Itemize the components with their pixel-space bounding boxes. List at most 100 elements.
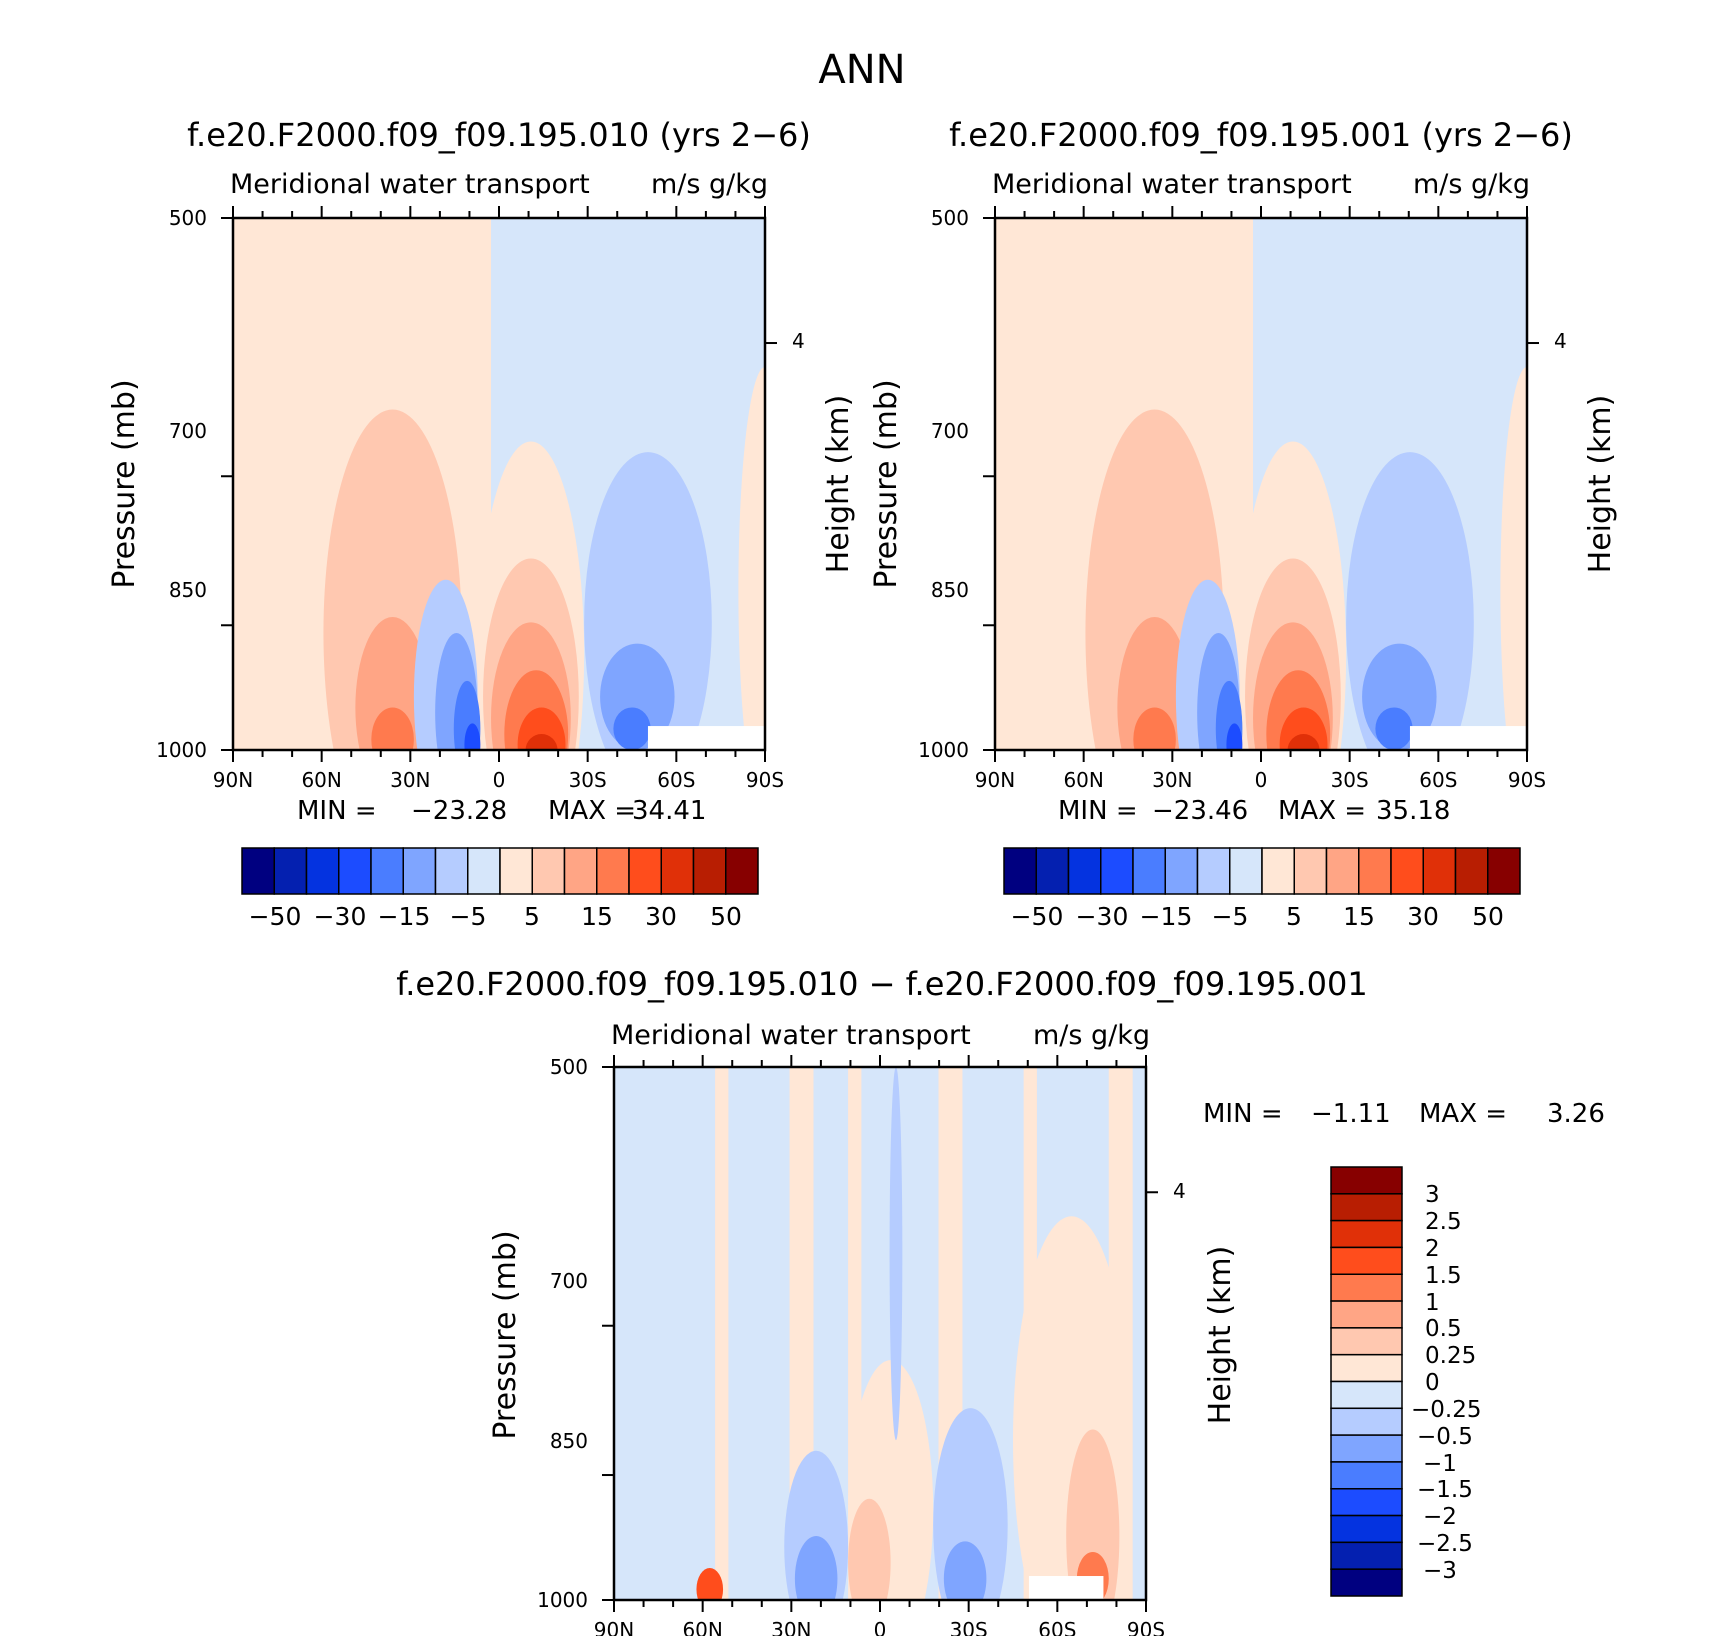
colorbar-swatch	[1067, 847, 1102, 895]
y-axis-label-right: Pressure (mb)	[869, 379, 904, 588]
x-tick-label: 60N	[682, 1618, 722, 1636]
missing-data	[1028, 1576, 1104, 1600]
colorbar-swatch	[1422, 847, 1457, 895]
min-value-left: −23.28	[411, 796, 507, 826]
colorbar-swatch	[1261, 847, 1295, 895]
panel-left-title: f.e20.F2000.f09_f09.195.010 (yrs 2−6)	[187, 116, 811, 154]
x-tick-label: 0	[1255, 768, 1268, 792]
colorbar-label: −1	[1423, 1451, 1457, 1477]
panel-right: f.e20.F2000.f09_f09.195.001 (yrs 2−6) Me…	[869, 116, 1618, 931]
colorbar-label: 15	[581, 902, 613, 931]
min-label-right: MIN =	[1058, 796, 1138, 826]
colorbar-label: 0.5	[1425, 1316, 1462, 1342]
colorbar-swatch	[531, 847, 566, 895]
colorbar-label: −2.5	[1417, 1531, 1473, 1557]
colorbar-swatch	[1003, 847, 1037, 895]
max-label-diff: MAX =	[1419, 1099, 1507, 1129]
colorbar-label: −50	[1011, 902, 1064, 931]
colorbar-swatch	[1487, 847, 1521, 895]
colorbar-swatch	[1229, 847, 1263, 895]
x-tick-label: 30S	[1331, 768, 1369, 792]
colorbar-swatch	[1390, 847, 1424, 895]
colorbar-label: 15	[1343, 902, 1375, 931]
panel-diff-units: m/s g/kg	[1033, 1020, 1150, 1051]
colorbar-swatch	[1454, 847, 1489, 895]
contour-field-right	[995, 218, 1527, 750]
colorbar-swatch	[1132, 847, 1166, 895]
colorbar-swatch	[305, 847, 340, 895]
colorbar-label: −5	[450, 902, 487, 931]
y-right-tick-label: 4	[1173, 1179, 1186, 1203]
y-right-tick-label: 4	[1554, 329, 1567, 353]
min-value-diff: −1.11	[1311, 1099, 1391, 1129]
contour-fill	[355, 617, 430, 750]
x-tick-label: 30N	[390, 768, 430, 792]
colorbar-swatch	[241, 847, 275, 895]
colorbar-swatch	[1330, 1273, 1403, 1302]
colorbar-label: 30	[1407, 902, 1439, 931]
colorbar-label: 30	[645, 902, 677, 931]
contour-fill	[1375, 707, 1413, 750]
contour-fill	[613, 707, 651, 750]
y-right-axis-label-right: Height (km)	[1583, 395, 1618, 574]
x-tick-label: 90N	[975, 768, 1015, 792]
colorbar-diff	[1330, 1166, 1403, 1597]
colorbar-swatch	[1330, 1514, 1403, 1544]
colorbar-swatch	[692, 847, 727, 895]
contour-fill	[1500, 367, 1527, 750]
y-tick-label: 700	[931, 419, 969, 443]
contour-fill	[1117, 617, 1192, 750]
x-tick-label: 30N	[1152, 768, 1192, 792]
colorbar-label: −30	[314, 902, 367, 931]
missing-data	[1409, 726, 1527, 750]
max-value-left: 34.41	[632, 796, 706, 826]
contour-fill	[889, 1067, 903, 1441]
colorbar-swatch	[1330, 1353, 1403, 1383]
colorbar-swatch	[434, 847, 469, 895]
contour-fill	[933, 1408, 1008, 1600]
figure-title: ANN	[818, 47, 905, 93]
panel-diff-title: f.e20.F2000.f09_f09.195.010 − f.e20.F200…	[396, 965, 1368, 1003]
y-tick-label: 1000	[537, 1588, 588, 1612]
colorbar-swatch	[273, 847, 308, 895]
min-label-left: MIN =	[297, 796, 377, 826]
contour-fill	[1133, 707, 1176, 750]
colorbar-label: 0.25	[1425, 1343, 1476, 1369]
colorbar-swatch	[1293, 847, 1328, 895]
y-tick-label: 500	[550, 1055, 588, 1079]
min-label-diff: MIN =	[1203, 1099, 1283, 1129]
max-label-left: MAX =	[548, 796, 636, 826]
colorbar-label: 3	[1425, 1182, 1440, 1208]
y-tick-label: 850	[550, 1429, 588, 1453]
colorbar-swatch	[1330, 1166, 1403, 1195]
contour-fill	[517, 707, 566, 750]
contour-fill	[525, 734, 558, 750]
panel-right-title: f.e20.F2000.f09_f09.195.001 (yrs 2−6)	[949, 116, 1573, 154]
contour-fill	[371, 707, 414, 750]
x-tick-label: 60N	[1063, 768, 1103, 792]
colorbar-swatch	[499, 847, 533, 895]
min-value-right: −23.46	[1152, 796, 1248, 826]
colorbar-swatch	[725, 847, 759, 895]
colorbar-swatch	[563, 847, 598, 895]
colorbar-label: 0	[1425, 1370, 1440, 1396]
colorbar-swatch	[1330, 1407, 1403, 1436]
colorbar-label: 5	[1286, 902, 1302, 931]
contour-fill	[715, 1067, 729, 1600]
contour-fill	[1066, 1429, 1120, 1600]
y-tick-label: 850	[931, 578, 969, 602]
x-tick-label: 90S	[1127, 1618, 1165, 1636]
x-tick-label: 60S	[1419, 768, 1457, 792]
colorbar-label: −0.5	[1417, 1424, 1473, 1450]
contour-field-diff	[614, 1067, 1146, 1600]
colorbar-swatch	[1330, 1568, 1403, 1597]
panel-left-units: m/s g/kg	[651, 169, 768, 200]
x-tick-label: 30N	[771, 1618, 811, 1636]
y-tick-label: 1000	[918, 738, 969, 762]
panel-diff-subtitle: Meridional water transport	[611, 1020, 971, 1051]
max-value-right: 35.18	[1376, 796, 1450, 826]
y-tick-label: 1000	[156, 738, 207, 762]
contour-fill	[1287, 734, 1320, 750]
